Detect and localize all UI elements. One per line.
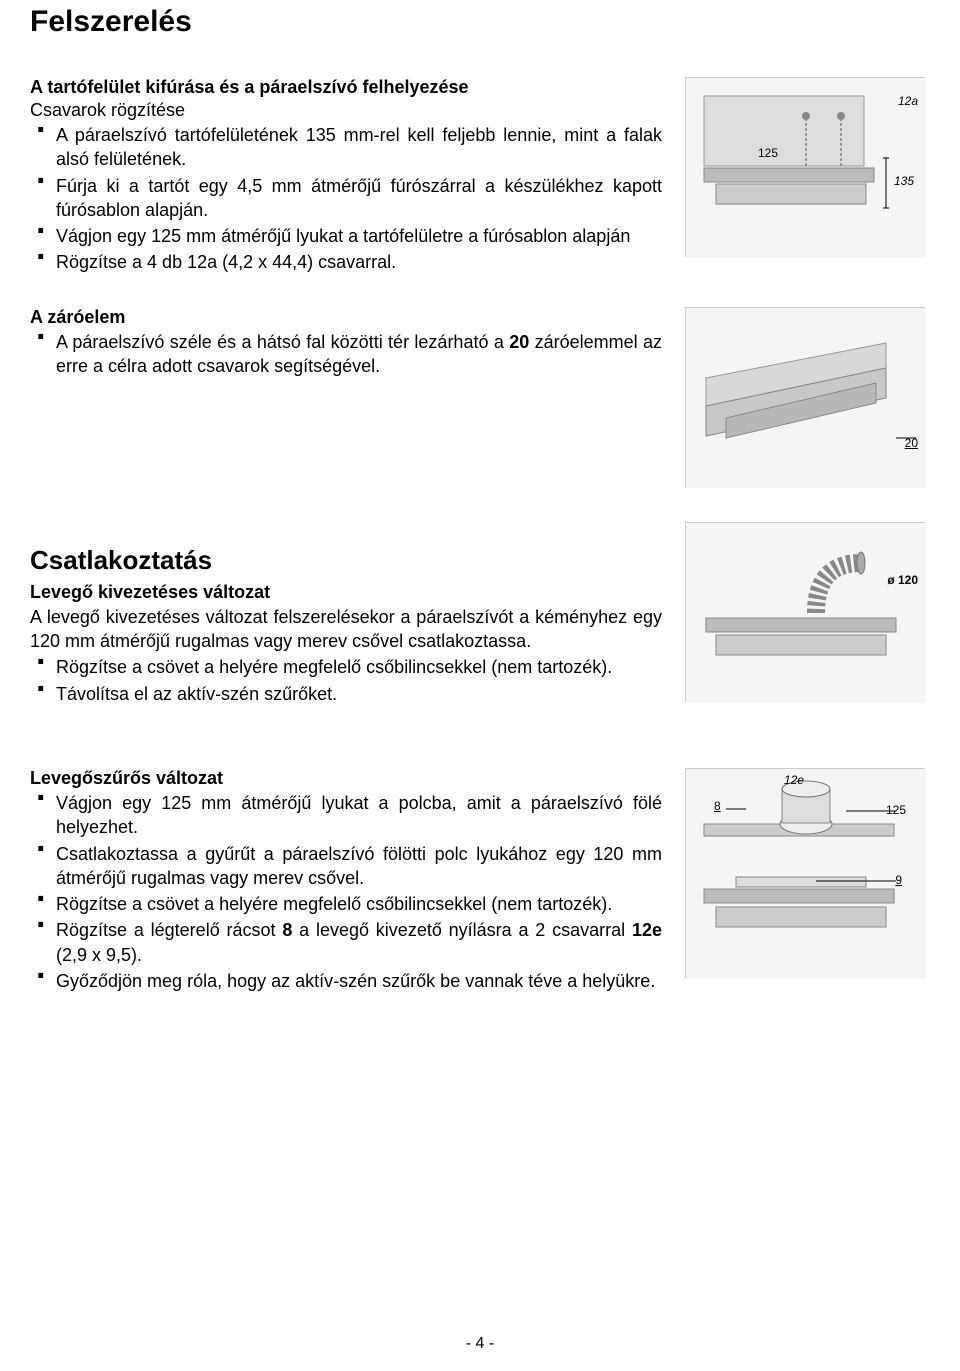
list-item: Rögzítse a csövet a helyére megfelelő cs… [56, 655, 662, 679]
filter-b3-post: (2,9 x 9,5). [56, 945, 142, 965]
list-item: Rögzítse a csövet a helyére megfelelő cs… [56, 892, 662, 916]
filter-b3-mid: a levegő kivezető nyílásra a 2 csavarral [292, 920, 632, 940]
filter-figure-col: 12e 8 125 9 [680, 768, 930, 995]
section-closure: A záróelem A páraelszívó széle és a háts… [30, 307, 930, 487]
filter-b3-bold1: 8 [282, 920, 292, 940]
closure-text-pre: A páraelszívó széle és a hátsó fal közöt… [56, 332, 509, 352]
list-item: Rögzítse a 4 db 12a (4,2 x 44,4) csavarr… [56, 250, 662, 274]
section-connection: Csatlakoztatás Levegő kivezetéses változ… [30, 517, 930, 708]
closure-figure-col: 20 [680, 307, 930, 487]
filter-subheading: Levegőszűrős változat [30, 768, 662, 789]
section-mounting: A tartófelület kifúrása és a páraelszívó… [30, 77, 930, 277]
mounting-bullets: A páraelszívó tartófelületének 135 mm-re… [30, 123, 662, 275]
fig-label-12e: 12e [784, 773, 804, 787]
connection-bullets: Rögzítse a csövet a helyére megfelelő cs… [30, 655, 662, 706]
mounting-figure-col: 12a 125 135 [680, 77, 930, 277]
list-item: A páraelszívó tartófelületének 135 mm-re… [56, 123, 662, 172]
list-item: A páraelszívó széle és a hátsó fal közöt… [56, 330, 662, 379]
connection-title: Csatlakoztatás [30, 545, 662, 576]
section-closure-text: A záróelem A páraelszívó széle és a háts… [30, 307, 662, 487]
list-item: Vágjon egy 125 mm átmérőjű lyukat a polc… [56, 791, 662, 840]
mounting-subheading: Csavarok rögzítése [30, 100, 662, 121]
fig-label-125: 125 [758, 146, 778, 160]
list-item: Győződjön meg róla, hogy az aktív-szén s… [56, 969, 662, 993]
filter-b3-pre: Rögzítse a légterelő rácsot [56, 920, 282, 940]
list-item: Vágjon egy 125 mm átmérőjű lyukat a tart… [56, 224, 662, 248]
list-item: Fúrja ki a tartót egy 4,5 mm átmérőjű fú… [56, 174, 662, 223]
section-mounting-text: A tartófelület kifúrása és a páraelszívó… [30, 77, 662, 277]
list-item: Távolítsa el az aktív-szén szűrőket. [56, 682, 662, 706]
section-filter: Levegőszűrős változat Vágjon egy 125 mm … [30, 768, 930, 995]
closure-figure: 20 [685, 307, 925, 487]
section-filter-text: Levegőszűrős változat Vágjon egy 125 mm … [30, 768, 662, 995]
connection-figure-col: ø 120 [680, 517, 930, 708]
fig-label-12a: 12a [898, 94, 918, 108]
connection-para: A levegő kivezetéses változat felszerelé… [30, 605, 662, 654]
filter-bullets: Vágjon egy 125 mm átmérőjű lyukat a polc… [30, 791, 662, 993]
closure-heading: A záróelem [30, 307, 662, 328]
mounting-heading: A tartófelület kifúrása és a páraelszívó… [30, 77, 662, 98]
mounting-figure: 12a 125 135 [685, 77, 925, 257]
fig-label-8: 8 [714, 799, 721, 813]
list-item: Csatlakoztassa a gyűrűt a páraelszívó fö… [56, 842, 662, 891]
section-connection-text: Csatlakoztatás Levegő kivezetéses változ… [30, 517, 662, 708]
list-item: Rögzítse a légterelő rácsot 8 a levegő k… [56, 918, 662, 967]
fig-label-o120: ø 120 [887, 573, 918, 587]
connection-subheading: Levegő kivezetéses változat [30, 582, 662, 603]
page-title: Felszerelés [30, 5, 930, 39]
filter-b3-bold2: 12e [632, 920, 662, 940]
fig-label-9: 9 [895, 873, 902, 887]
fig-label-125b: 125 [886, 803, 906, 817]
closure-text-bold: 20 [509, 332, 529, 352]
page-number: - 4 - [0, 1335, 960, 1353]
fig-label-135: 135 [894, 174, 914, 188]
connection-figure: ø 120 [685, 522, 925, 702]
closure-bullets: A páraelszívó széle és a hátsó fal közöt… [30, 330, 662, 379]
fig-label-20: 20 [905, 436, 918, 450]
filter-figure: 12e 8 125 9 [685, 768, 925, 978]
